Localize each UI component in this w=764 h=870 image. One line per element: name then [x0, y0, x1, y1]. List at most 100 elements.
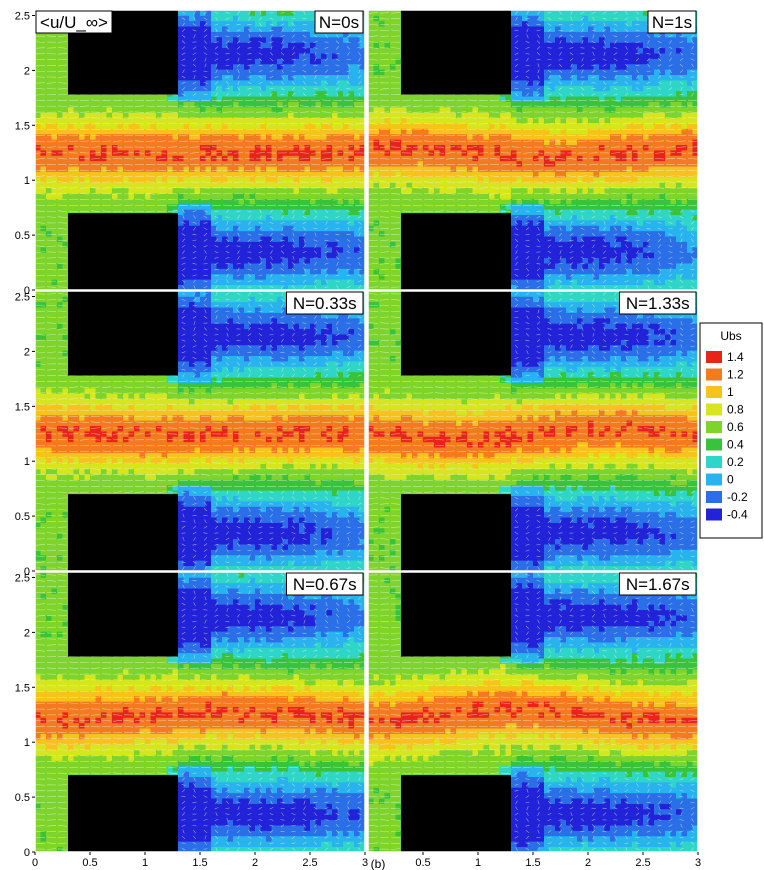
field-cell — [288, 85, 294, 92]
field-cell — [156, 182, 162, 189]
velocity-vector — [200, 175, 211, 177]
field-cell — [354, 63, 360, 70]
field-cell — [46, 31, 52, 38]
field-cell — [379, 123, 385, 129]
field-cell — [57, 63, 63, 70]
field-cell — [233, 155, 239, 162]
field-cell — [46, 112, 52, 119]
velocity-vector — [335, 280, 340, 282]
field-cell — [167, 101, 173, 108]
field-cell — [293, 220, 300, 226]
velocity-vector — [302, 209, 307, 213]
field-cell — [238, 209, 245, 216]
field-cell — [368, 263, 374, 269]
field-cell — [73, 117, 80, 124]
field-cell — [167, 123, 173, 129]
field-cell — [150, 106, 157, 113]
field-cell — [310, 279, 316, 286]
velocity-vector — [193, 16, 196, 21]
field-cell — [255, 63, 261, 70]
field-cell — [255, 90, 261, 97]
field-cell — [205, 225, 212, 232]
field-cell — [189, 171, 195, 178]
field-cell — [194, 193, 201, 199]
field-cell — [145, 96, 151, 102]
field-cell — [238, 133, 245, 140]
field-cell — [299, 263, 305, 269]
field-cell — [255, 268, 261, 275]
field-cell — [205, 241, 212, 248]
field-cell — [35, 42, 41, 49]
field-cell — [244, 187, 250, 194]
field-cell — [205, 171, 212, 178]
velocity-vector — [346, 262, 351, 265]
field-cell — [51, 63, 58, 70]
velocity-vector — [225, 257, 230, 259]
field-cell — [354, 85, 360, 92]
field-cell — [354, 128, 360, 135]
field-cell — [178, 85, 184, 92]
velocity-vector — [214, 58, 219, 61]
velocity-vector — [354, 158, 365, 160]
field-cell — [277, 241, 283, 248]
field-cell — [222, 160, 228, 167]
field-cell — [343, 90, 349, 97]
field-cell — [249, 96, 256, 102]
velocity-vector — [182, 273, 185, 278]
field-cell — [379, 36, 385, 43]
field-cell — [183, 133, 190, 140]
field-cell — [51, 85, 58, 92]
field-cell — [238, 101, 245, 108]
field-cell — [310, 15, 316, 22]
field-cell — [315, 182, 322, 189]
velocity-vector — [314, 75, 317, 79]
field-cell — [343, 246, 349, 253]
velocity-vector — [236, 24, 241, 26]
field-cell — [384, 209, 391, 216]
velocity-vector — [255, 193, 266, 195]
velocity-vector — [346, 250, 351, 254]
field-cell — [167, 160, 173, 167]
field-cell — [282, 144, 289, 151]
field-cell — [57, 160, 63, 167]
field-cell — [337, 96, 344, 102]
velocity-vector — [343, 181, 354, 183]
field-cell — [244, 160, 250, 167]
velocity-vector — [258, 75, 263, 79]
field-cell — [249, 284, 256, 290]
velocity-vector — [277, 158, 288, 160]
field-cell — [150, 96, 157, 102]
velocity-vector — [270, 232, 273, 237]
field-cell — [62, 80, 69, 86]
field-cell — [189, 31, 195, 38]
field-cell — [315, 203, 322, 210]
field-cell — [282, 257, 289, 264]
field-cell — [200, 284, 206, 290]
field-cell — [62, 273, 69, 280]
velocity-vector — [203, 75, 208, 79]
field-cell — [299, 10, 305, 16]
velocity-vector — [321, 117, 332, 119]
field-cell — [373, 268, 380, 275]
field-cell — [244, 284, 250, 290]
field-cell — [68, 117, 74, 124]
velocity-vector — [233, 146, 244, 148]
field-cell — [299, 15, 305, 22]
field-cell — [79, 166, 85, 172]
field-cell — [51, 198, 58, 205]
velocity-vector — [259, 92, 262, 97]
field-cell — [354, 220, 360, 226]
field-cell — [288, 284, 294, 290]
field-cell — [354, 187, 360, 194]
field-cell — [35, 53, 41, 59]
velocity-vector — [226, 232, 229, 237]
field-cell — [310, 257, 316, 264]
velocity-vector — [281, 16, 284, 21]
velocity-vector — [222, 163, 233, 166]
field-cell — [200, 220, 206, 226]
field-cell — [73, 203, 80, 210]
field-cell — [299, 63, 305, 70]
field-cell — [62, 257, 69, 264]
field-cell — [348, 42, 355, 49]
velocity-vector — [332, 152, 343, 154]
